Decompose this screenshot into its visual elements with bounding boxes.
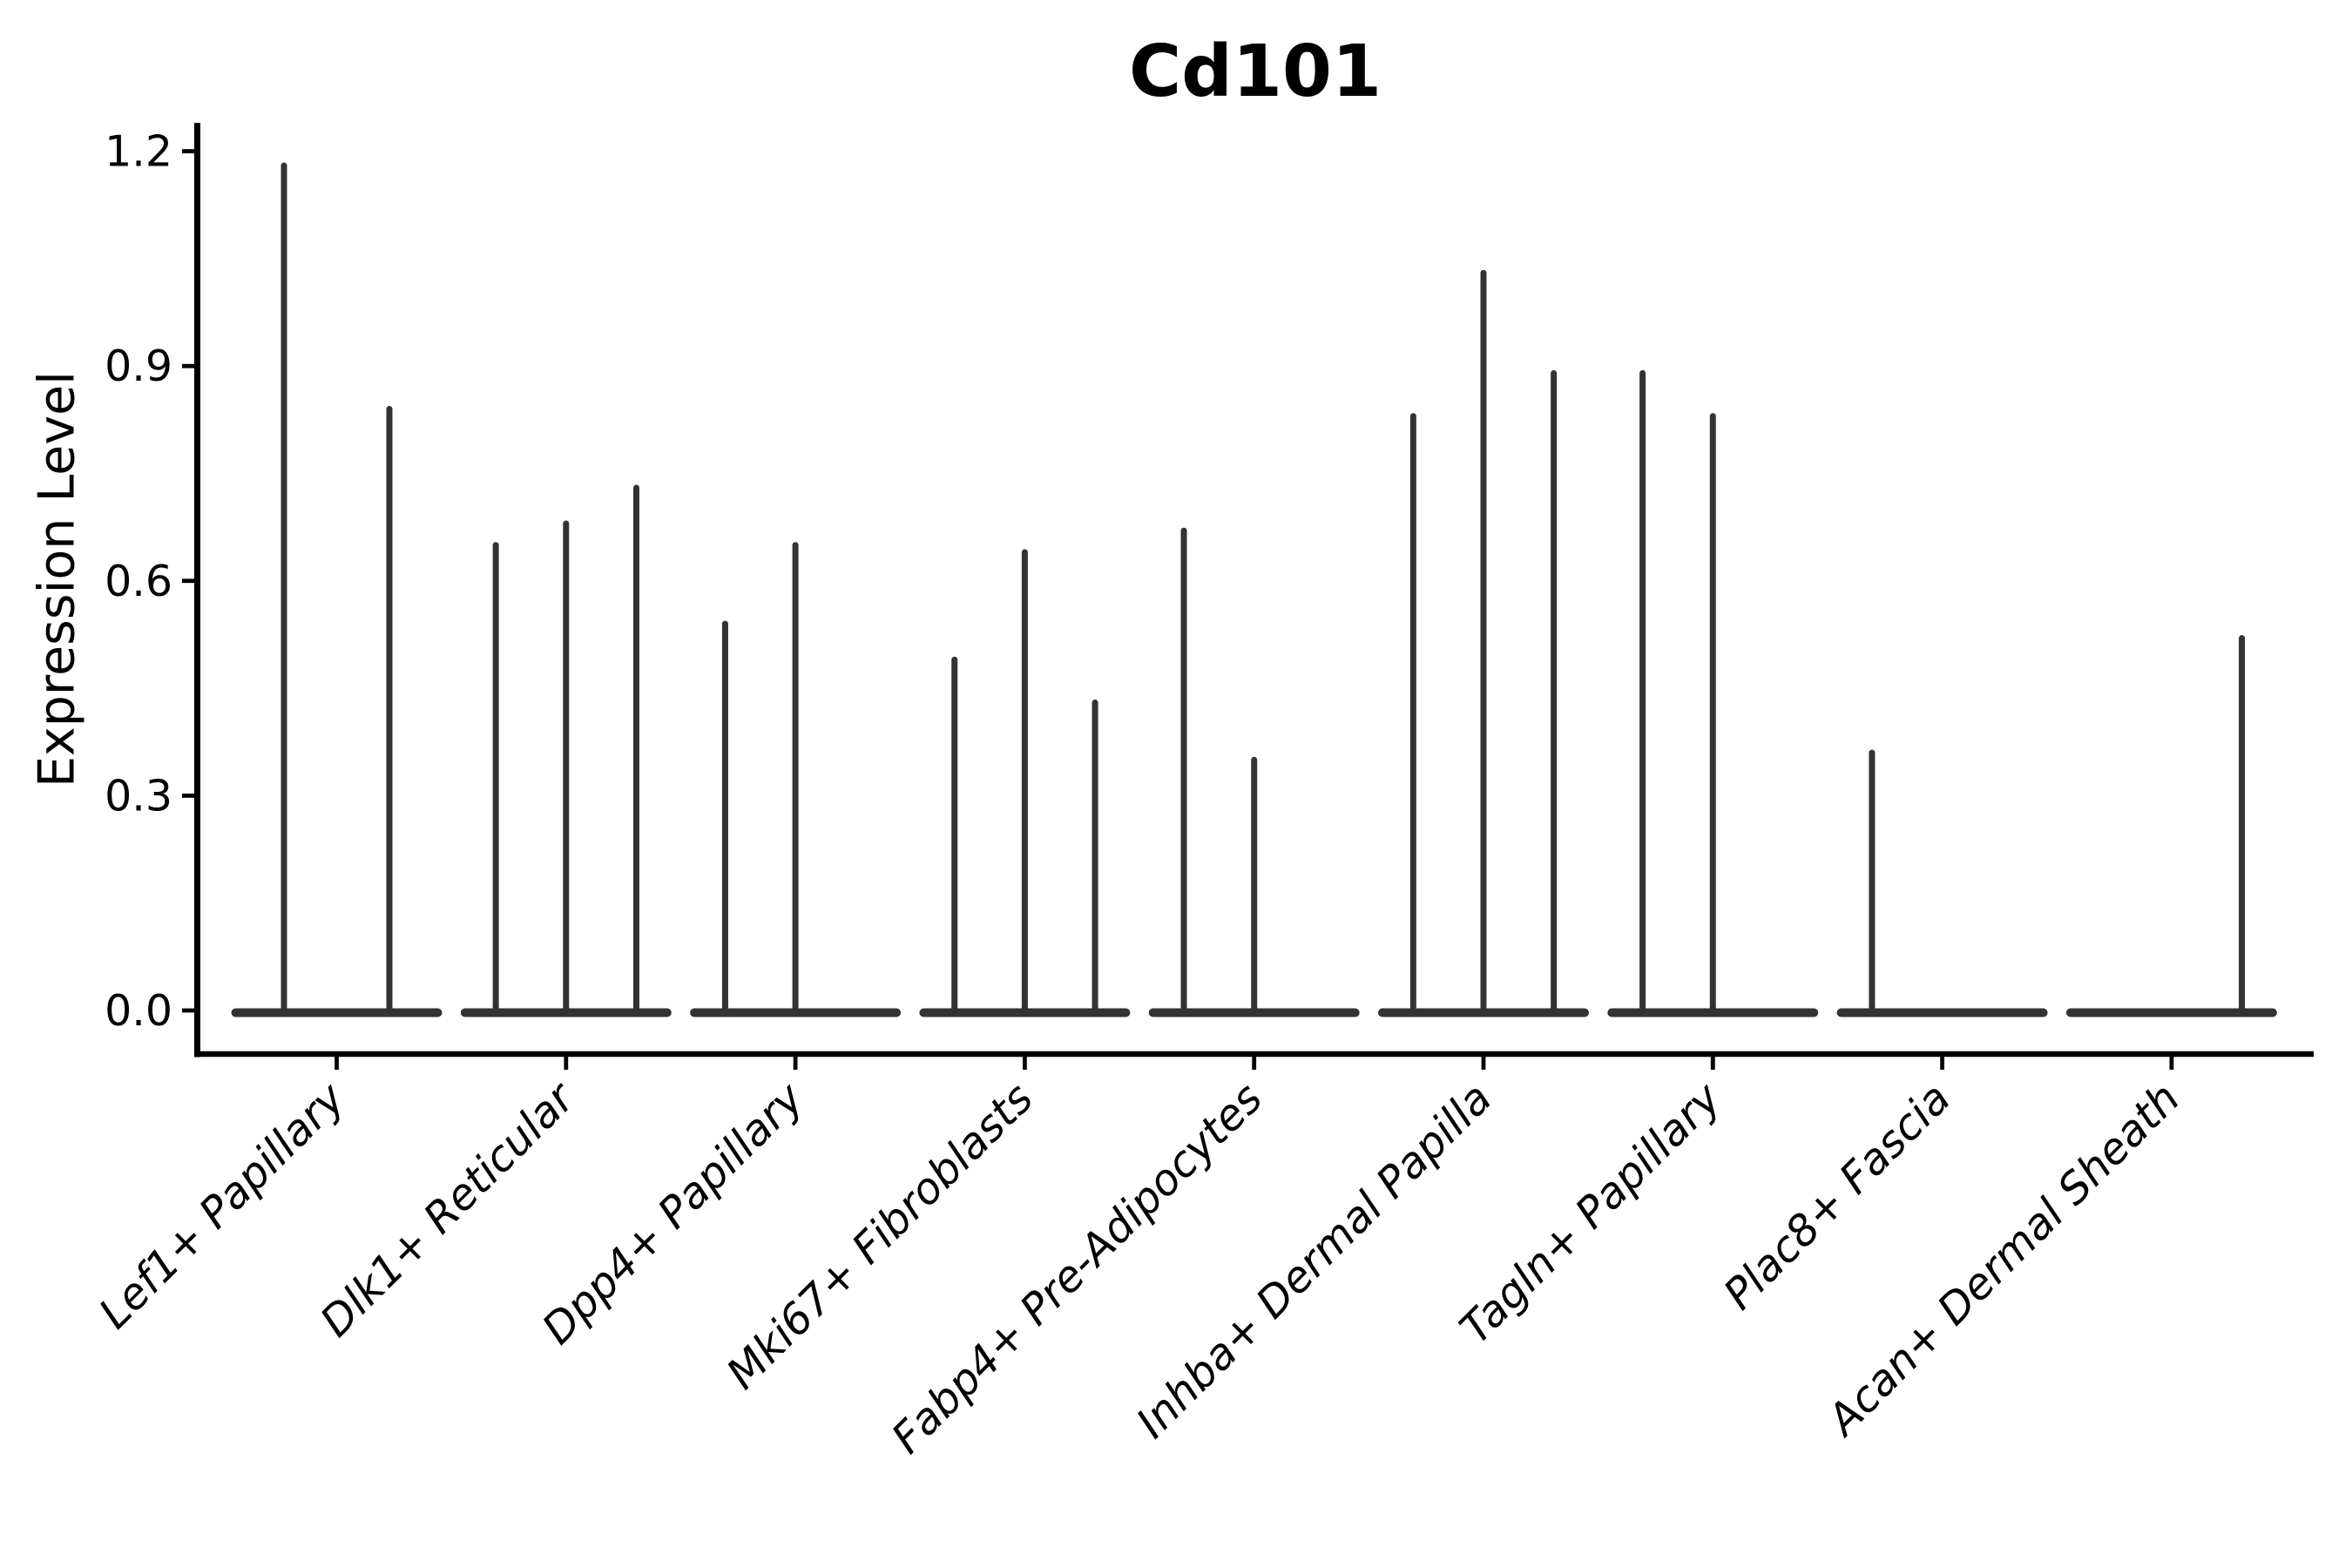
- chart-title: Cd101: [1128, 30, 1382, 113]
- x-tick-label: Dlk1+ Reticular: [311, 1071, 585, 1346]
- y-tick-label: 0.6: [105, 557, 172, 606]
- y-tick-label: 0.3: [105, 771, 172, 821]
- x-tick-label: Fabp4+ Pre-Adipocytes: [882, 1073, 1273, 1463]
- violin-body: [231, 1008, 443, 1017]
- x-tick-label: Plac8+ Fascia: [1714, 1073, 1960, 1319]
- violin-body: [2065, 1008, 2277, 1017]
- y-tick-label: 0.0: [105, 986, 172, 1036]
- x-tick-label: Lef1+ Papillary: [90, 1072, 355, 1338]
- violin-body: [1836, 1008, 2048, 1017]
- y-tick-label: 0.9: [105, 341, 172, 391]
- y-tick-label: 1.2: [105, 127, 172, 177]
